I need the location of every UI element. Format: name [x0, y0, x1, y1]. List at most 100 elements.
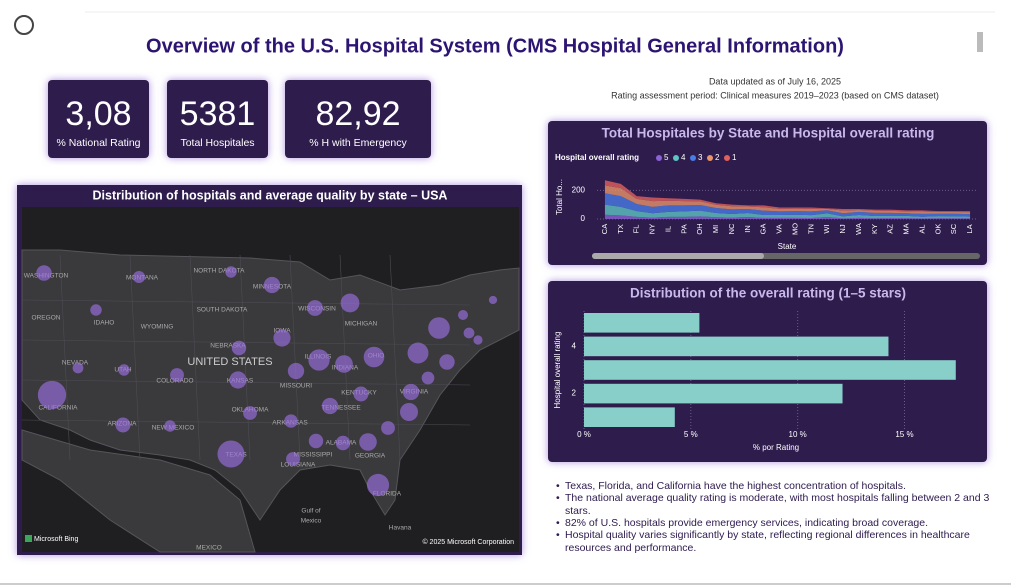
map-bubble — [263, 276, 281, 294]
legend-title: Hospital overall rating — [555, 153, 639, 162]
state-border — [129, 254, 141, 461]
x-axis-label: State — [778, 242, 797, 251]
note: The national average quality rating is m… — [556, 492, 990, 517]
provider-logo — [25, 535, 32, 542]
map-label: SOUTH DAKOTA — [197, 307, 248, 314]
map-copyright: © 2025 Microsoft Corporation — [422, 538, 514, 546]
state-border — [189, 254, 201, 461]
map-bubble — [90, 304, 102, 316]
legend-swatch — [707, 155, 713, 161]
map-bubble — [353, 386, 369, 402]
map-label: IDAHO — [94, 320, 115, 327]
kpi-label: % National Rating — [56, 137, 140, 149]
x-tick-label: PA — [679, 224, 688, 233]
map-bubble — [366, 473, 390, 497]
x-tick-label: TX — [616, 224, 625, 234]
map-label: UNITED STATES — [187, 356, 272, 368]
x-tick-label: WA — [854, 223, 863, 235]
x-tick-label: OK — [933, 224, 942, 235]
back-icon[interactable] — [14, 15, 34, 35]
area-title: Total Hospitales by State and Hospital o… — [602, 126, 935, 141]
map-label: CALIFORNIA — [38, 405, 78, 412]
updated-note: Data updated as of July 16, 2025 — [709, 76, 841, 86]
page-title: Overview of the U.S. Hospital System (CM… — [146, 35, 844, 57]
note: Hospital quality varies significantly by… — [556, 529, 990, 554]
map-bubble — [335, 435, 351, 451]
area-band — [604, 214, 971, 219]
map-label: NORTH DAKOTA — [193, 268, 245, 275]
map-bubble — [421, 371, 435, 385]
legend-label: 4 — [681, 153, 686, 162]
kpi-value: 5381 — [180, 95, 256, 133]
state-border — [289, 254, 301, 461]
map-bubble — [363, 346, 385, 368]
x-tick-label: AZ — [886, 224, 895, 234]
y-tick-label: 2 — [572, 389, 577, 398]
map-bubble — [284, 414, 298, 428]
kpi-card — [285, 80, 431, 158]
state-border — [21, 299, 471, 306]
map-label: MISSOURI — [280, 383, 312, 390]
map-bubble — [407, 342, 429, 364]
map-bubble — [307, 300, 323, 316]
map-bubble — [287, 362, 305, 380]
x-tick-label: 15 % — [895, 430, 913, 439]
legend-swatch — [690, 155, 696, 161]
map-label: TENNESSEE — [321, 405, 361, 412]
area-band — [604, 204, 971, 219]
x-tick-label: FL — [632, 225, 641, 234]
x-tick-label: CA — [600, 224, 609, 234]
map-bubble — [225, 266, 237, 278]
map-title: Distribution of hospitals and average qu… — [93, 188, 448, 202]
map-bubble — [243, 406, 257, 420]
bar — [584, 407, 675, 427]
note: Texas, Florida, and California have the … — [556, 480, 990, 493]
state-border — [239, 254, 251, 461]
x-tick-label: LA — [965, 224, 974, 233]
x-tick-label: TN — [806, 224, 815, 234]
kpi-card — [167, 80, 268, 158]
bar — [584, 336, 889, 357]
map-bubble — [488, 295, 498, 305]
map-bubble — [164, 420, 176, 432]
legend-label: 1 — [732, 153, 737, 162]
scroll-thumb[interactable] — [977, 32, 983, 52]
map-bubble — [170, 368, 184, 382]
map-bubble — [321, 397, 339, 415]
area-band — [604, 193, 971, 217]
y-tick-label: 0 — [581, 214, 586, 223]
x-axis-label: % por Rating — [753, 443, 799, 452]
y-tick-label: 200 — [572, 185, 586, 194]
x-tick-label: 0 % — [577, 430, 591, 439]
map-bubble — [36, 265, 52, 281]
map-bubble — [458, 310, 468, 320]
map-label: MISSISSIPPI — [294, 452, 333, 459]
map-bubble — [402, 383, 420, 401]
state-border — [21, 339, 471, 346]
kpi-value: 3,08 — [65, 95, 131, 133]
kpi-value: 82,92 — [315, 95, 400, 133]
x-tick-label: OH — [695, 223, 704, 234]
map-bubble — [381, 421, 395, 435]
map-bubble — [115, 417, 131, 433]
bar — [584, 360, 956, 380]
x-tick-label: SC — [949, 223, 958, 234]
state-border — [59, 254, 71, 461]
map-bubble — [217, 440, 245, 468]
map-bubble — [273, 329, 291, 347]
map-bubble — [231, 340, 247, 356]
state-border — [389, 254, 401, 461]
period-note: Rating assessment period: Clinical measu… — [611, 90, 939, 100]
scroll-handle[interactable] — [592, 253, 764, 259]
map-label: WYOMING — [141, 324, 174, 331]
x-tick-label: KY — [870, 224, 879, 234]
y-axis-label: Total Ho... — [555, 179, 564, 215]
kpi-label: Total Hospitales — [180, 137, 254, 149]
x-tick-label: IN — [743, 225, 752, 233]
x-tick-label: 5 % — [684, 430, 698, 439]
map-label: LOUISIANA — [281, 462, 316, 469]
legend-label: 2 — [715, 153, 720, 162]
map-label: Havana — [389, 525, 412, 532]
